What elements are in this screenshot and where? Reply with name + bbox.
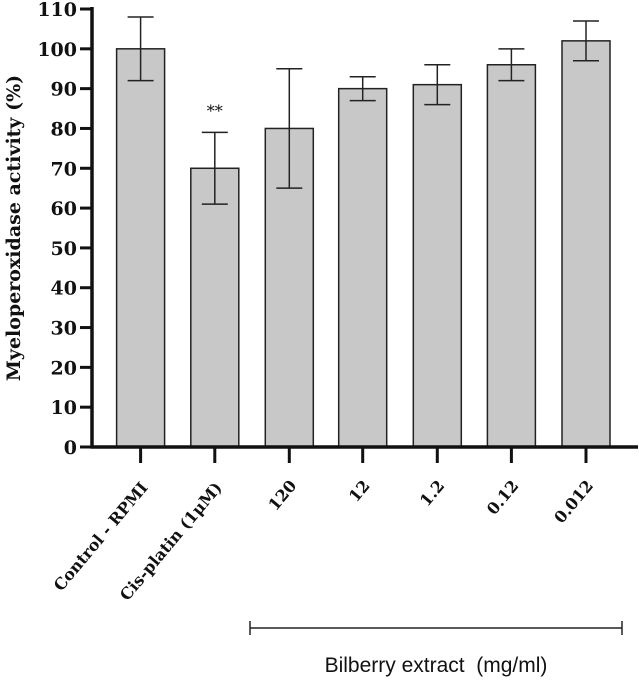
x-tick-label: 0.012 (550, 476, 597, 527)
y-tick-label: 70 (51, 158, 77, 180)
bar (412, 83, 463, 448)
bar (486, 63, 537, 448)
y-tick-label: 60 (51, 198, 77, 220)
y-tick-label: 90 (51, 79, 77, 101)
y-tick-label: 10 (51, 397, 77, 419)
y-tick-label: 80 (51, 118, 77, 140)
y-axis-label: Myeloperoxidase activity (%) (3, 75, 25, 381)
bar (337, 87, 388, 448)
x-tick-label: 12 (345, 476, 374, 505)
y-tick-label: 100 (37, 39, 77, 61)
y-tick-label: 0 (64, 437, 77, 459)
y-tick-label: 50 (51, 238, 77, 260)
significance-marker: ** (207, 101, 223, 120)
bar (115, 48, 166, 448)
y-tick-label: 30 (51, 318, 77, 340)
x-tick-label: 120 (264, 476, 300, 514)
bar (561, 40, 611, 448)
y-tick-label: 20 (51, 357, 77, 379)
x-tick-label: 1.2 (416, 476, 448, 510)
bar (190, 167, 240, 448)
y-tick-label: 110 (37, 0, 77, 21)
y-tick-label: 40 (51, 278, 77, 300)
x-tick-label: 0.12 (483, 476, 523, 518)
group-label: Bilberry extract (mg/ml) (325, 654, 548, 677)
